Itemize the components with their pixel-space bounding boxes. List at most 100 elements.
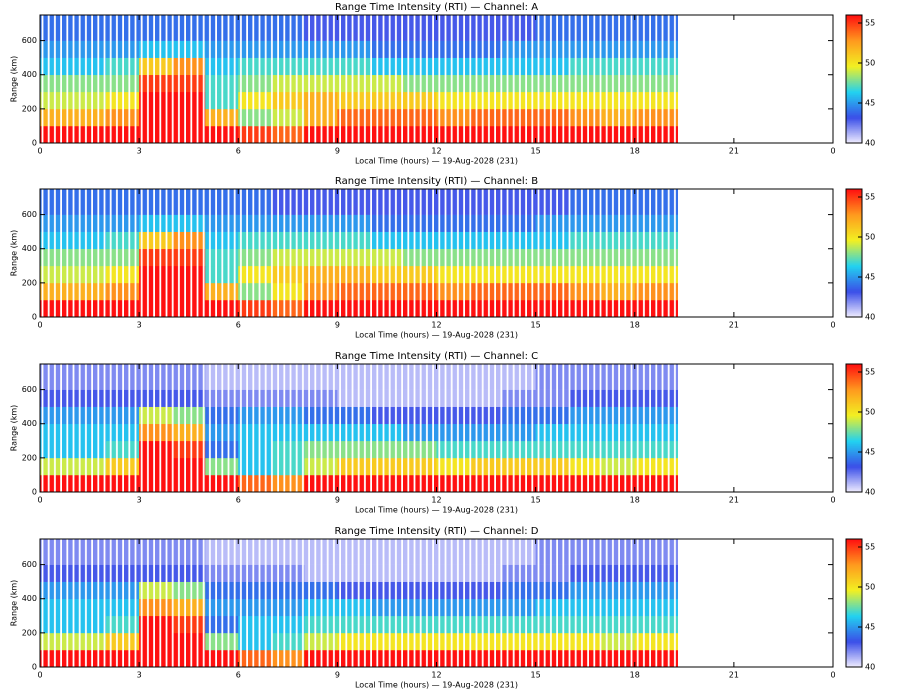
colorbar-step bbox=[846, 297, 862, 300]
colorbar-step bbox=[846, 488, 862, 491]
colorbar-step bbox=[846, 597, 862, 600]
colorbar-step bbox=[846, 223, 862, 226]
colorbar-step bbox=[846, 595, 862, 598]
colorbar-step bbox=[846, 631, 862, 634]
colorbar-step bbox=[846, 295, 862, 298]
colorbar-step bbox=[846, 444, 862, 447]
x-tick-label: 15 bbox=[531, 321, 541, 330]
colorbar-step bbox=[846, 21, 862, 24]
y-tick-label: 400 bbox=[22, 419, 37, 428]
colorbar-step bbox=[846, 368, 862, 371]
colorbar-step bbox=[846, 211, 862, 214]
colorbar-step bbox=[846, 287, 862, 290]
colorbar-step bbox=[846, 25, 862, 28]
colorbar-step bbox=[846, 567, 862, 570]
colorbar-step bbox=[846, 643, 862, 646]
colorbar-step bbox=[846, 372, 862, 375]
colorbar-step bbox=[846, 263, 862, 266]
colorbar-step bbox=[846, 629, 862, 632]
colorbar-step bbox=[846, 410, 862, 413]
x-tick-label: 21 bbox=[729, 147, 739, 156]
colorbar-step bbox=[846, 229, 862, 232]
colorbar-step bbox=[846, 482, 862, 485]
x-tick-label: 0 bbox=[830, 496, 835, 505]
colorbar-step bbox=[846, 456, 862, 459]
colorbar-step bbox=[846, 623, 862, 626]
colorbar-step bbox=[846, 434, 862, 437]
colorbar-step bbox=[846, 366, 862, 369]
y-tick-label: 200 bbox=[22, 453, 37, 462]
x-tick-label: 9 bbox=[335, 321, 340, 330]
colorbar-step bbox=[846, 430, 862, 433]
colorbar-step bbox=[846, 315, 862, 318]
gap-stripes bbox=[40, 15, 678, 143]
colorbar-step bbox=[846, 309, 862, 312]
y-tick-label: 200 bbox=[22, 278, 37, 287]
colorbar-step bbox=[846, 621, 862, 624]
colorbar-step bbox=[846, 49, 862, 52]
colorbar-step bbox=[846, 243, 862, 246]
colorbar-step bbox=[846, 101, 862, 104]
colorbar-step bbox=[846, 625, 862, 628]
colorbar-step bbox=[846, 420, 862, 423]
colorbar-step bbox=[846, 191, 862, 194]
colorbar-step bbox=[846, 255, 862, 258]
colorbar-tick-label: 50 bbox=[865, 233, 875, 242]
colorbar-step bbox=[846, 225, 862, 228]
colorbar-step bbox=[846, 404, 862, 407]
colorbar: 40 45 50 55 bbox=[845, 14, 875, 148]
colorbar-step bbox=[846, 651, 862, 654]
x-tick-label: 0 bbox=[830, 671, 835, 680]
colorbar-step bbox=[846, 81, 862, 84]
colorbar-step bbox=[846, 39, 862, 42]
colorbar-step bbox=[846, 275, 862, 278]
colorbar-step bbox=[846, 311, 862, 314]
colorbar-step bbox=[846, 474, 862, 477]
x-tick-label: 18 bbox=[630, 496, 640, 505]
x-tick-label: 6 bbox=[236, 321, 241, 330]
colorbar-step bbox=[846, 57, 862, 60]
colorbar-step bbox=[846, 406, 862, 409]
colorbar-step bbox=[846, 109, 862, 112]
x-tick-label: 0 bbox=[830, 147, 835, 156]
colorbar-step bbox=[846, 55, 862, 58]
colorbar-step bbox=[846, 394, 862, 397]
panel-title: Range Time Intensity (RTI) — Channel: B bbox=[335, 176, 538, 187]
colorbar-step bbox=[846, 253, 862, 256]
colorbar-step bbox=[846, 87, 862, 90]
colorbar-step bbox=[846, 213, 862, 216]
colorbar-step bbox=[846, 51, 862, 54]
colorbar-step bbox=[846, 85, 862, 88]
colorbar-step bbox=[846, 466, 862, 469]
colorbar-step bbox=[846, 659, 862, 662]
colorbar-step bbox=[846, 376, 862, 379]
colorbar-tick-label: 55 bbox=[865, 543, 875, 552]
colorbar-step bbox=[846, 261, 862, 264]
colorbar-step bbox=[846, 424, 862, 427]
colorbar-step bbox=[846, 414, 862, 417]
colorbar-step bbox=[846, 591, 862, 594]
gap-stripes bbox=[40, 364, 678, 492]
colorbar-tick-label: 45 bbox=[865, 99, 875, 108]
colorbar-step bbox=[846, 657, 862, 660]
x-tick-label: 21 bbox=[729, 321, 739, 330]
colorbar-step bbox=[846, 579, 862, 582]
colorbar-step bbox=[846, 649, 862, 652]
colorbar-step bbox=[846, 416, 862, 419]
colorbar-frame bbox=[845, 188, 863, 318]
colorbar-step bbox=[846, 29, 862, 32]
colorbar-step bbox=[846, 105, 862, 108]
colorbar-step bbox=[846, 89, 862, 92]
colorbar-step bbox=[846, 47, 862, 50]
colorbar-step bbox=[846, 551, 862, 554]
colorbar-step bbox=[846, 386, 862, 389]
y-tick-label: 600 bbox=[22, 36, 37, 45]
x-tick-label: 3 bbox=[137, 671, 142, 680]
colorbar-step bbox=[846, 69, 862, 72]
colorbar-step bbox=[846, 382, 862, 385]
colorbar-step bbox=[846, 73, 862, 76]
x-tick-label: 15 bbox=[531, 496, 541, 505]
y-tick-label: 0 bbox=[32, 139, 37, 148]
colorbar-step bbox=[846, 573, 862, 576]
